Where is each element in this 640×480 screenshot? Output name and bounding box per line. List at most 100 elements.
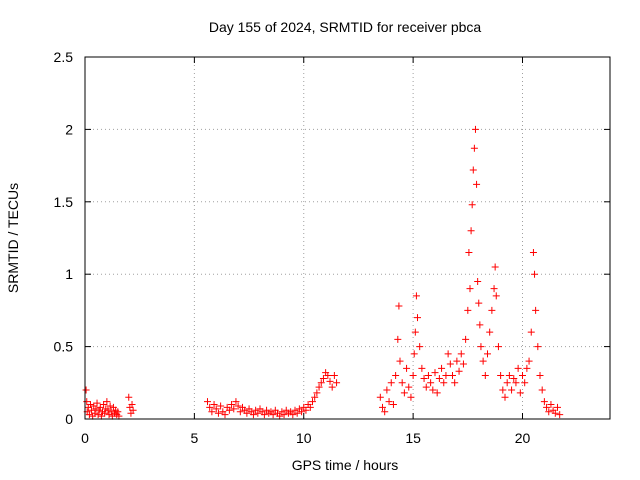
data-point — [333, 379, 341, 387]
data-point — [554, 403, 561, 411]
data-point — [392, 372, 400, 380]
data-point — [484, 350, 491, 358]
data-point — [302, 406, 310, 414]
data-point — [501, 393, 509, 401]
data-point — [315, 383, 323, 391]
data-point — [470, 144, 478, 152]
data-point — [492, 292, 500, 300]
data-point — [381, 408, 389, 416]
y-tick-label: 0 — [65, 411, 73, 427]
data-point — [505, 372, 513, 380]
data-point — [527, 328, 535, 336]
data-point — [536, 372, 544, 380]
data-point — [324, 372, 332, 380]
data-point — [449, 372, 456, 380]
data-point — [476, 321, 484, 329]
data-point — [92, 405, 100, 413]
data-point — [394, 335, 402, 343]
data-point — [490, 285, 498, 293]
data-point — [232, 398, 240, 406]
y-tick-label: 2 — [65, 121, 73, 137]
data-point — [422, 383, 430, 391]
data-point — [435, 374, 443, 382]
data-point — [532, 306, 540, 314]
data-point — [477, 343, 485, 351]
data-point — [293, 409, 301, 417]
data-point — [221, 411, 229, 419]
data-point — [521, 379, 529, 387]
data-point — [309, 398, 316, 406]
data-point — [427, 379, 435, 387]
data-point — [128, 401, 136, 409]
data-point — [494, 343, 502, 351]
data-point — [543, 403, 551, 411]
data-point — [101, 409, 109, 417]
data-point — [486, 328, 494, 336]
data-point — [276, 412, 284, 420]
data-point — [429, 386, 437, 394]
grid-lines — [85, 57, 610, 419]
data-point — [455, 367, 463, 375]
data-point — [217, 402, 225, 410]
data-point — [234, 402, 242, 410]
data-point — [516, 389, 524, 397]
data-point — [328, 383, 336, 391]
data-point — [499, 386, 507, 394]
data-point — [468, 201, 476, 209]
data-point — [556, 411, 564, 419]
data-point — [103, 398, 111, 406]
data-point — [407, 393, 415, 401]
data-point — [464, 306, 472, 314]
data-point — [100, 401, 108, 409]
data-point — [409, 372, 417, 380]
data-point — [405, 383, 413, 391]
x-tick-label: 20 — [515, 430, 531, 446]
data-point — [129, 406, 137, 414]
data-point — [395, 302, 403, 310]
data-point — [416, 343, 424, 351]
data-point — [85, 411, 93, 419]
data-point — [453, 357, 461, 365]
x-tick-label: 10 — [296, 430, 312, 446]
data-point — [96, 403, 104, 411]
data-point — [97, 412, 105, 420]
data-point — [330, 372, 338, 380]
data-point — [319, 374, 327, 382]
data-point — [326, 377, 334, 385]
y-tick-label: 1 — [65, 266, 73, 282]
data-point — [317, 379, 325, 387]
x-tick-label: 15 — [405, 430, 421, 446]
data-point — [83, 398, 91, 406]
data-point — [459, 360, 467, 368]
data-point — [208, 408, 216, 416]
data-point — [467, 227, 475, 235]
data-point — [538, 386, 546, 394]
data-point — [525, 357, 533, 365]
data-point — [457, 350, 465, 358]
data-point — [519, 372, 526, 380]
data-point — [481, 372, 489, 380]
data-point — [431, 369, 439, 377]
data-point — [403, 364, 411, 372]
data-point — [260, 411, 268, 419]
data-point — [204, 398, 211, 406]
data-point — [206, 403, 214, 411]
data-point — [529, 248, 537, 256]
data-point — [473, 180, 481, 188]
x-axis-label: GPS time / hours — [292, 457, 399, 473]
data-point — [389, 401, 397, 409]
data-point — [228, 401, 236, 409]
data-point — [376, 393, 384, 401]
data-point — [236, 408, 244, 416]
data-point — [510, 374, 518, 382]
data-point — [545, 408, 553, 416]
data-point — [82, 386, 90, 394]
data-point — [514, 364, 522, 372]
data-point — [230, 405, 238, 413]
data-point — [475, 299, 483, 307]
data-point — [512, 379, 520, 387]
data-point — [254, 409, 262, 417]
data-point — [424, 372, 432, 380]
data-point — [471, 125, 479, 133]
